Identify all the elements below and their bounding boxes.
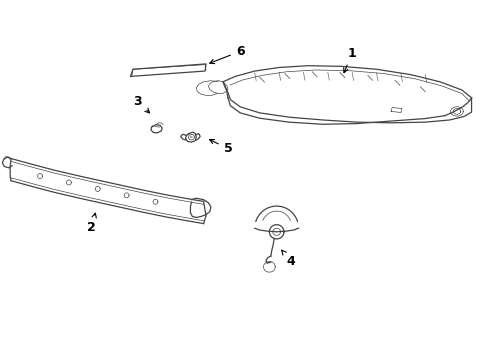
Text: 1: 1 [343,47,357,73]
Text: 2: 2 [87,213,97,234]
Text: 3: 3 [133,95,149,113]
Text: 4: 4 [282,250,295,268]
Text: 6: 6 [210,45,245,64]
Text: 5: 5 [210,140,232,155]
